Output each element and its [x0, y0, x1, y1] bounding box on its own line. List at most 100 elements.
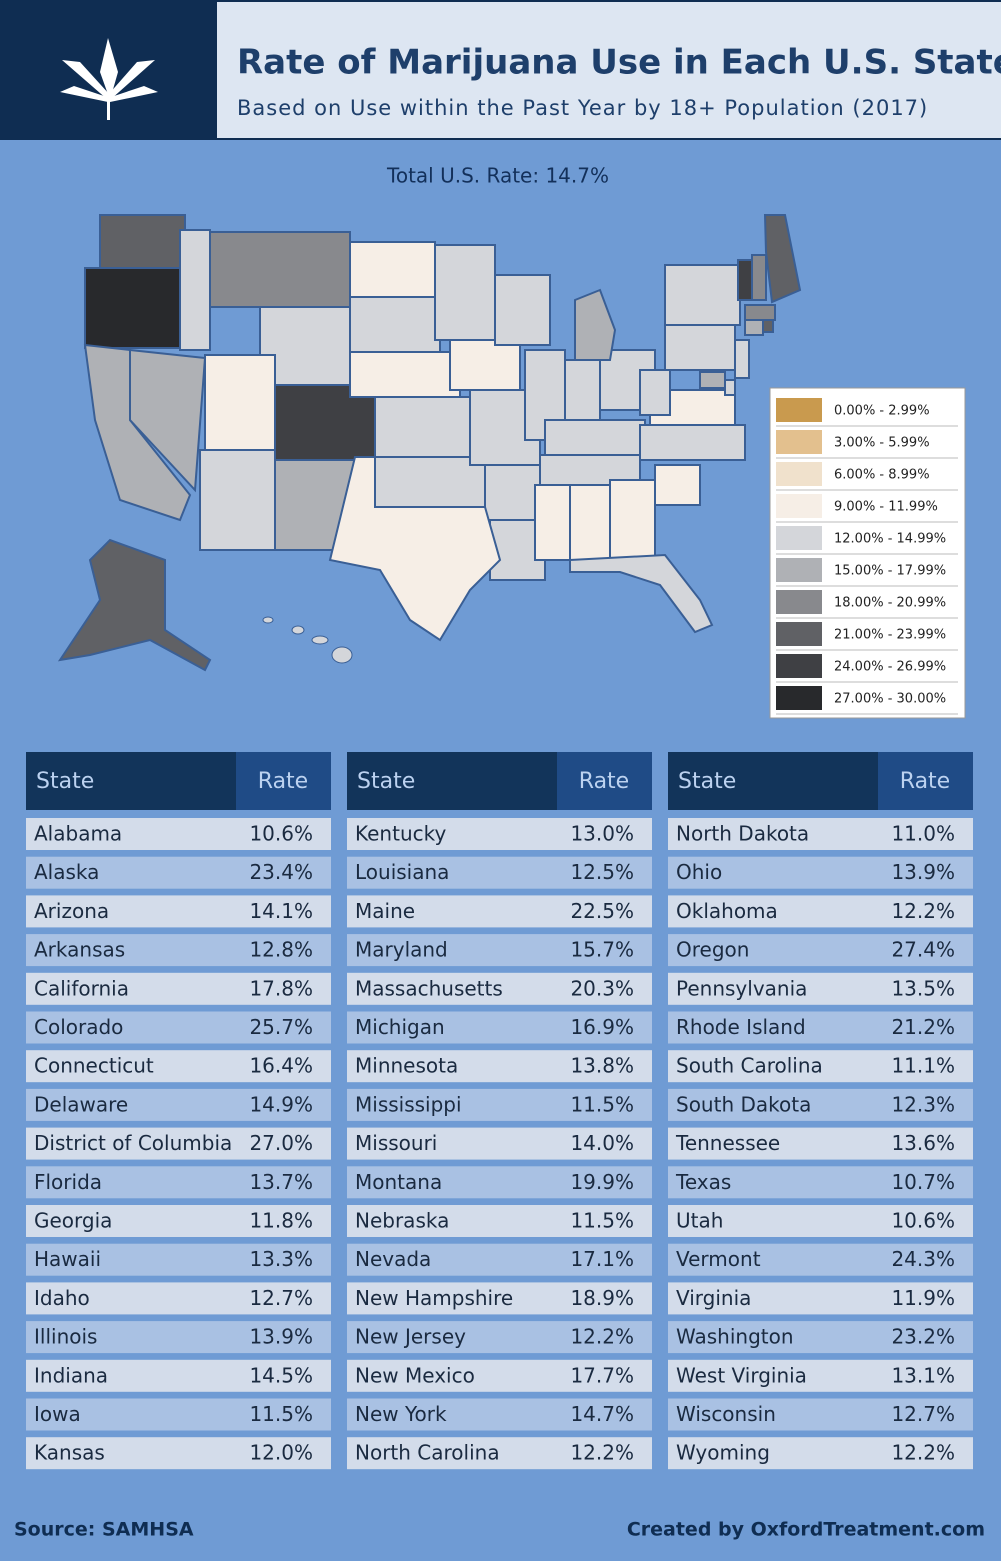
table-row [668, 818, 973, 850]
header-cell: State [678, 769, 736, 794]
table-row [26, 1359, 331, 1392]
state-shape [639, 424, 746, 461]
table-row [26, 1050, 331, 1083]
rate-cell: 10.6% [891, 1209, 955, 1233]
state-cell: New Jersey [355, 1325, 466, 1349]
state-cell: Colorado [34, 1015, 123, 1039]
legend-label: 3.00% - 5.99% [834, 436, 930, 451]
rate-cell: 11.9% [891, 1286, 955, 1310]
state-shape [574, 288, 617, 361]
state-cell: Florida [34, 1170, 102, 1194]
state-shape [328, 456, 502, 642]
legend-label: 15.00% - 17.99% [834, 564, 946, 579]
state-shape [434, 244, 496, 341]
table-row [26, 1321, 331, 1354]
state-cell: District of Columbia [34, 1131, 232, 1155]
state-shape [699, 371, 726, 389]
state-shape [349, 241, 436, 298]
table-row [347, 1166, 652, 1199]
state-shape [262, 616, 274, 624]
table-row [26, 1127, 331, 1160]
state-shape [664, 324, 736, 371]
legend-label: 6.00% - 8.99% [834, 468, 930, 483]
state-cell: New York [355, 1402, 447, 1426]
table-row [347, 1398, 652, 1431]
us-map [57, 214, 802, 672]
rate-cell: 23.4% [249, 860, 313, 884]
state-shape [609, 479, 656, 561]
rate-cell: 12.0% [249, 1441, 313, 1465]
legend-swatch [776, 462, 822, 486]
table-row [347, 1011, 652, 1044]
table-row [347, 1359, 652, 1392]
legend-swatch [776, 654, 822, 678]
rate-cell: 13.0% [570, 822, 634, 846]
rate-cell: 12.7% [891, 1402, 955, 1426]
state-cell: Wyoming [676, 1441, 770, 1465]
table-row [668, 895, 973, 928]
rate-cell: 12.5% [570, 860, 634, 884]
state-cell: Wisconsin [676, 1402, 776, 1426]
table-row [668, 1282, 973, 1315]
rate-cell: 13.1% [891, 1363, 955, 1387]
state-shape [664, 264, 741, 326]
rate-cell: 19.9% [570, 1170, 634, 1194]
legend-label: 21.00% - 23.99% [834, 628, 946, 643]
table-row [347, 1088, 652, 1121]
state-cell: Ohio [676, 860, 722, 884]
header-panel [217, 2, 1001, 138]
state-cell: South Dakota [676, 1092, 811, 1116]
rate-cell: 14.5% [249, 1363, 313, 1387]
table-row [347, 1437, 652, 1470]
legend-swatch [776, 558, 822, 582]
rate-cell: 11.5% [570, 1092, 634, 1116]
table-row [668, 972, 973, 1005]
table-row [347, 1282, 652, 1315]
state-cell: Hawaii [34, 1247, 101, 1271]
state-cell: Iowa [34, 1402, 81, 1426]
rate-cell: 12.2% [570, 1441, 634, 1465]
state-cell: South Carolina [676, 1054, 823, 1078]
table-row [26, 1011, 331, 1044]
rate-cell: 11.5% [570, 1209, 634, 1233]
state-shape [129, 348, 207, 493]
header-cell: Rate [900, 769, 950, 794]
rate-cell: 23.2% [891, 1325, 955, 1349]
state-cell: Connecticut [34, 1054, 154, 1078]
state-cell: North Dakota [676, 822, 809, 846]
state-shape [569, 553, 714, 634]
state-shape [737, 259, 753, 301]
state-cell: Illinois [34, 1325, 97, 1349]
state-shape [331, 646, 353, 664]
rate-cell: 14.9% [249, 1092, 313, 1116]
table-header [668, 752, 878, 810]
table-row [668, 1050, 973, 1083]
rate-cell: 17.7% [570, 1363, 634, 1387]
rate-cell: 24.3% [891, 1247, 955, 1271]
rate-cell: 17.8% [249, 976, 313, 1000]
state-shape [209, 231, 351, 308]
state-cell: Delaware [34, 1092, 128, 1116]
table-row [347, 972, 652, 1005]
rate-cell: 14.0% [570, 1131, 634, 1155]
rate-cell: 10.7% [891, 1170, 955, 1194]
state-shape [311, 635, 329, 645]
rate-cell: 16.4% [249, 1054, 313, 1078]
state-cell: Vermont [676, 1247, 761, 1271]
rate-cell: 12.2% [570, 1325, 634, 1349]
table-row [26, 1205, 331, 1237]
legend-label: 9.00% - 11.99% [834, 500, 938, 515]
table-row [668, 1011, 973, 1044]
table-row [26, 1398, 331, 1431]
state-shape [374, 396, 476, 458]
table-row [668, 1243, 973, 1276]
state-cell: Missouri [355, 1131, 437, 1155]
state-shape [449, 339, 521, 391]
rate-cell: 10.6% [249, 822, 313, 846]
table-row [26, 972, 331, 1005]
state-cell: Kansas [34, 1441, 105, 1465]
table-header [26, 752, 236, 810]
rate-cell: 14.7% [570, 1402, 634, 1426]
rate-cell: 13.9% [249, 1325, 313, 1349]
